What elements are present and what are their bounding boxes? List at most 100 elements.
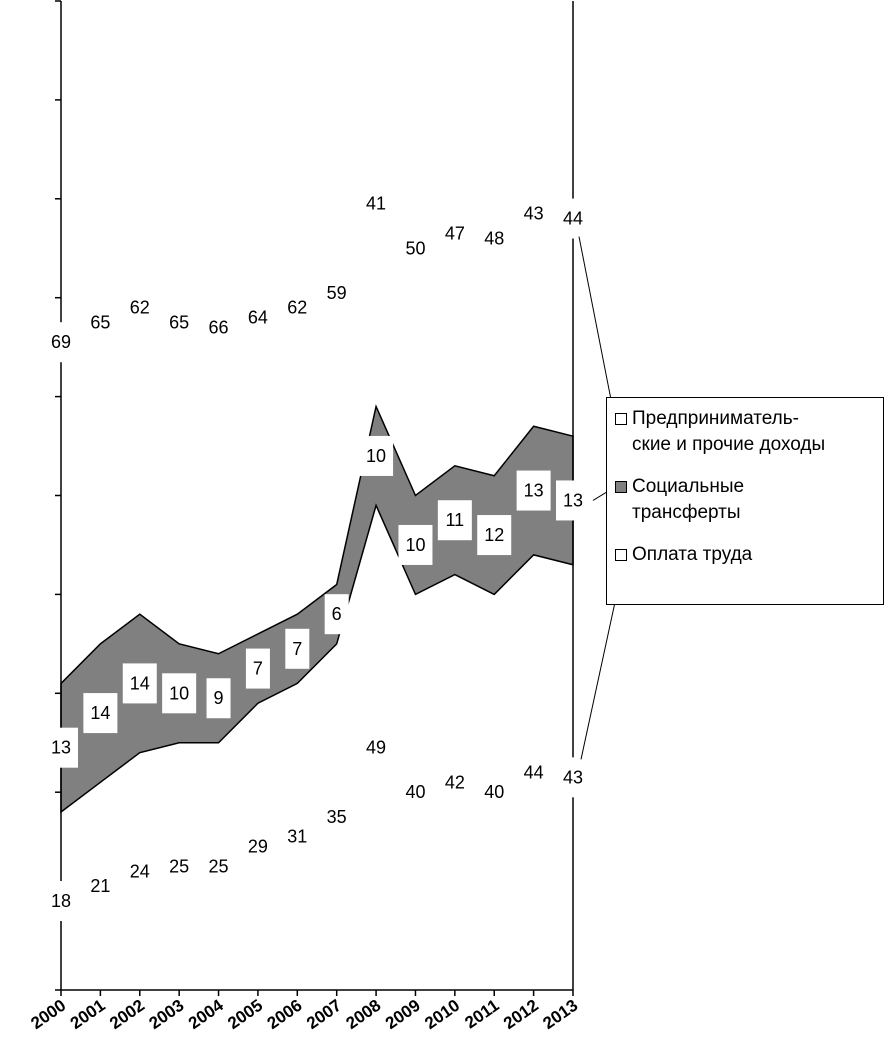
legend-item-wages: Оплата труда [615, 542, 752, 568]
x-tick-label: 2007 [303, 996, 345, 1033]
data-label-wages: 25 [162, 846, 197, 887]
data-label-wages: 31 [280, 816, 315, 857]
data-label-wages: 40 [477, 772, 512, 813]
data-label-box [516, 470, 551, 511]
data-label-text: 48 [484, 228, 504, 248]
data-label-box [44, 880, 78, 921]
data-label-box [437, 213, 472, 254]
data-label-text: 10 [405, 535, 425, 555]
data-label-text: 9 [214, 688, 224, 708]
data-label-text: 62 [130, 298, 150, 318]
data-label-box [516, 193, 551, 234]
leader-line-entrepreneurial [578, 236, 616, 421]
data-label-text: 25 [209, 856, 229, 876]
data-label-box [122, 663, 157, 704]
data-label-entrepreneurial: 44 [556, 198, 590, 239]
data-label-text: 10 [169, 683, 189, 703]
data-label-text: 13 [563, 490, 583, 510]
data-label-text: 24 [130, 861, 150, 881]
data-label-box [240, 826, 275, 867]
data-label-text: 31 [287, 827, 307, 847]
data-label-box [83, 302, 118, 343]
data-label-box [245, 648, 270, 689]
x-tick-label: 2002 [106, 996, 148, 1033]
data-label-text: 41 [366, 194, 386, 214]
data-label-box [280, 816, 315, 857]
data-label-text: 64 [248, 307, 268, 327]
data-label-social-transfers: 9 [206, 678, 231, 719]
data-label-text: 14 [130, 673, 150, 693]
data-label-wages: 21 [83, 866, 118, 907]
data-label-box [44, 322, 78, 363]
series-band-social-transfers [60, 404, 574, 814]
data-label-text: 65 [90, 312, 110, 332]
legend-item-social-transfers: Социальные трансферты [615, 474, 744, 526]
legend-label-wages: Оплата труда [632, 544, 753, 565]
data-label-social-transfers: 11 [437, 500, 472, 541]
data-label-entrepreneurial: 50 [398, 228, 433, 269]
data-label-wages: 40 [398, 772, 433, 813]
data-label-entrepreneurial: 62 [280, 287, 315, 328]
data-label-social-transfers: 12 [477, 515, 512, 556]
data-label-box [122, 851, 157, 892]
x-tick-label: 2000 [27, 996, 69, 1033]
data-label-text: 10 [366, 446, 386, 466]
data-label-box [122, 287, 157, 328]
data-label-entrepreneurial: 62 [122, 287, 157, 328]
data-label-social-transfers: 6 [324, 594, 349, 635]
data-label-box [83, 693, 118, 734]
data-label-box [324, 594, 349, 635]
data-label-box [206, 678, 231, 719]
data-label-entrepreneurial: 41 [359, 183, 394, 224]
data-label-social-transfers: 7 [285, 628, 310, 669]
x-tick-label: 2011 [461, 996, 502, 1033]
data-label-entrepreneurial: 64 [240, 297, 275, 338]
data-label-box [240, 297, 275, 338]
data-label-text: 47 [445, 223, 465, 243]
data-label-text: 40 [484, 782, 504, 802]
legend-swatch-wages [615, 549, 627, 561]
data-label-social-transfers: 10 [398, 524, 433, 565]
data-label-text: 43 [524, 204, 544, 224]
data-label-box [162, 846, 197, 887]
data-label-wages: 24 [122, 851, 157, 892]
data-label-entrepreneurial: 47 [437, 213, 472, 254]
data-label-social-transfers: 7 [245, 648, 270, 689]
data-label-box [556, 198, 590, 239]
data-label-text: 21 [90, 876, 110, 896]
legend-swatch-social-transfers [615, 481, 627, 493]
data-label-text: 29 [248, 837, 268, 857]
data-label-entrepreneurial: 59 [319, 272, 354, 313]
legend-item-entrepreneurial: Предприниматель- ские и прочие доходы [615, 406, 825, 458]
x-tick-label: 2008 [342, 996, 384, 1033]
data-label-box [477, 515, 512, 556]
data-label-text: 25 [169, 856, 189, 876]
x-tick-label: 2004 [185, 995, 227, 1033]
data-label-box [556, 757, 590, 798]
data-label-social-transfers: 10 [162, 673, 197, 714]
data-label-box [359, 435, 394, 476]
data-label-box [319, 796, 354, 837]
data-label-social-transfers: 13 [556, 480, 590, 521]
data-label-box [201, 846, 236, 887]
data-label-text: 44 [563, 209, 583, 229]
data-label-text: 14 [90, 703, 110, 723]
data-label-box [398, 228, 433, 269]
data-label-box [44, 727, 78, 768]
chart-legend: Предприниматель- ские и прочие доходы Со… [606, 397, 884, 605]
data-label-box [437, 500, 472, 541]
data-label-social-transfers: 13 [44, 727, 78, 768]
data-label-text: 49 [366, 738, 386, 758]
legend-label-entrepreneurial: Предприниматель- ские и прочие доходы [632, 408, 826, 455]
data-label-box [285, 628, 310, 669]
x-tick-label: 2006 [264, 996, 306, 1033]
data-label-box [437, 762, 472, 803]
data-label-text: 69 [51, 332, 71, 352]
data-label-wages: 35 [319, 796, 354, 837]
data-label-entrepreneurial: 66 [201, 307, 236, 348]
data-label-text: 18 [51, 891, 71, 911]
data-label-box [162, 302, 197, 343]
data-label-text: 11 [446, 510, 465, 530]
data-label-wages: 49 [359, 727, 394, 768]
